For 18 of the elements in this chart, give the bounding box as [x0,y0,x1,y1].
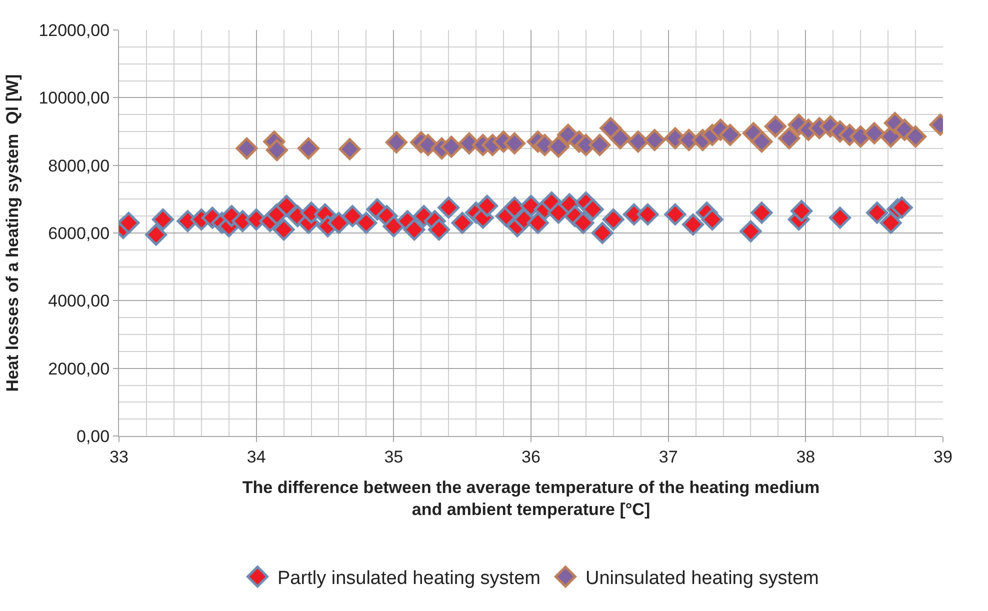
x-tick-label: 33 [110,447,128,466]
x-tick-label: 35 [384,447,404,466]
y-tick-label: 6000,00 [48,224,110,243]
y-tick-label: 12000,00 [38,20,110,40]
x-tick-label: 37 [658,447,678,466]
x-tick-label: 38 [796,447,816,466]
y-tick-label: 8000,00 [48,156,110,176]
y-axis-title: Heat losses of a heating system Ql [W] [3,74,22,392]
x-tick-label: 34 [246,447,266,466]
x-tick-label: 39 [934,447,952,466]
legend-label: Uninsulated heating system [585,568,819,590]
y-tick-label: 10000,00 [38,88,110,108]
legend-label: Partly insulated heating system [278,568,540,590]
x-tick-label: 36 [522,447,540,466]
y-tick-label: 2000,00 [48,359,110,378]
y-tick-label: 0,00 [76,426,110,446]
y-tick-label: 4000,00 [48,292,110,311]
x-axis-title: The difference between the average temperature of the heating medium and ambient temperature [°C] [242,478,820,519]
